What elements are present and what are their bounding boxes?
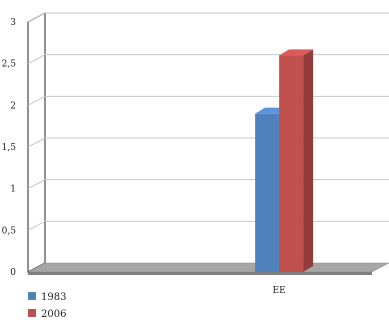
y-tick-label: 3 [10,18,16,28]
gridline [27,54,389,65]
legend-label: 1983 [41,292,66,303]
gridline [27,95,389,106]
y-tick-label: 0,5 [2,226,17,236]
floor-edge [28,272,372,275]
y-tick-label: 1,5 [2,143,17,153]
bar-1983 [255,113,280,273]
bar-2006-side [303,49,314,273]
x-tick-label: EE [273,286,286,296]
floor-top [27,262,389,273]
y-axis-ticks: 0 0,5 1 1,5 2 2,5 3 [2,18,17,278]
legend: 1983 2006 [28,292,66,320]
legend-swatch [28,292,36,300]
legend-swatch [28,309,36,317]
bar-2006 [279,55,304,273]
gridline [27,12,389,23]
chart-floor [27,262,389,275]
y-tick-label: 1 [10,185,16,195]
x-axis-labels: EE [273,286,286,296]
bars [255,49,314,273]
bar-2006-top [279,49,314,56]
chart-walls [27,12,389,273]
y-tick-label: 2 [10,101,16,111]
legend-label: 2006 [41,309,66,320]
y-tick-label: 0 [10,268,16,278]
y-tick-label: 2,5 [2,60,17,70]
